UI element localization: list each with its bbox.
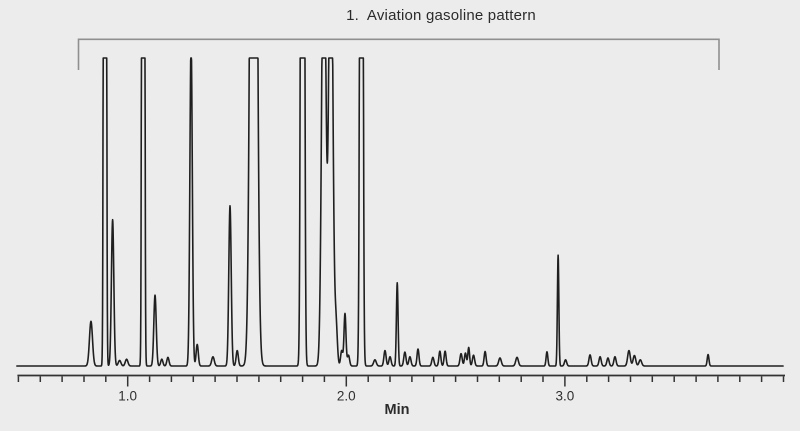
chromatogram-trace (16, 57, 784, 367)
annotation-title: 1. Aviation gasoline pattern (346, 7, 536, 24)
x-axis-label: Min (384, 402, 410, 418)
x-tick-label: 1.0 (118, 389, 137, 404)
annotation-bracket (77, 38, 720, 70)
x-tick-label: 3.0 (556, 389, 575, 404)
x-tick-label: 2.0 (337, 389, 356, 404)
